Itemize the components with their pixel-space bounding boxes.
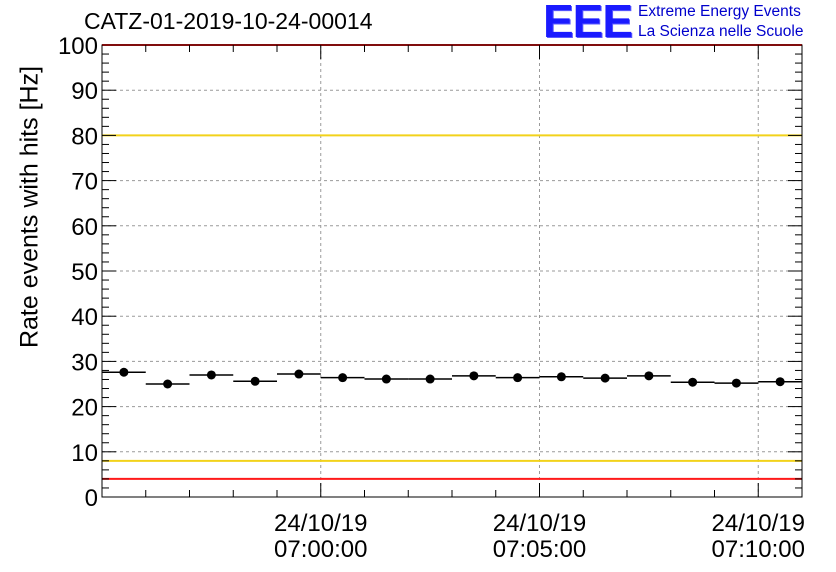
axis-layer: 010203040506070809010024/10/1907:00:0024…	[58, 33, 805, 563]
chart-title: CATZ-01-2019-10-24-00014	[84, 8, 373, 34]
y-tick-label: 70	[71, 169, 98, 196]
data-point	[731, 378, 741, 388]
data-point	[469, 371, 479, 381]
y-tick-label: 0	[85, 485, 98, 512]
x-tick-label-date: 24/10/19	[493, 510, 586, 537]
data-point	[644, 371, 654, 381]
y-tick-label: 40	[71, 304, 98, 331]
data-point	[513, 373, 523, 383]
data-point	[688, 377, 698, 387]
data-layer	[102, 367, 802, 389]
reference-lines	[102, 44, 802, 480]
data-point	[119, 367, 129, 377]
y-tick-label: 80	[71, 123, 98, 150]
logo-line-1: Extreme Energy Events	[638, 3, 801, 20]
grid-layer	[102, 45, 802, 497]
y-tick-label: 50	[71, 259, 98, 286]
data-point	[163, 379, 173, 389]
y-tick-label: 90	[71, 78, 98, 105]
data-point	[600, 373, 610, 383]
eee-logo-mark: EEE	[543, 0, 633, 47]
x-tick-label-date: 24/10/19	[712, 510, 805, 537]
y-tick-label: 100	[58, 33, 98, 60]
data-point	[556, 372, 566, 382]
x-tick-label-time: 07:05:00	[493, 536, 586, 563]
y-tick-label: 30	[71, 349, 98, 376]
y-tick-label: 10	[71, 440, 98, 467]
logo-line-2: La Scienza nelle Scuole	[638, 23, 804, 40]
y-tick-label: 60	[71, 214, 98, 241]
data-point	[338, 373, 348, 383]
plot-frame	[101, 44, 803, 498]
x-tick-label-time: 07:10:00	[712, 536, 805, 563]
x-tick-label-date: 24/10/19	[274, 510, 367, 537]
data-point	[294, 369, 304, 379]
data-point	[775, 377, 785, 387]
data-point	[425, 374, 435, 384]
y-tick-label: 20	[71, 395, 98, 422]
x-tick-label-time: 07:00:00	[274, 536, 367, 563]
eee-logo: EEE Extreme Energy Events La Scienza nel…	[543, 0, 836, 46]
data-point	[250, 376, 260, 386]
data-point	[206, 370, 216, 380]
data-point	[381, 374, 391, 384]
